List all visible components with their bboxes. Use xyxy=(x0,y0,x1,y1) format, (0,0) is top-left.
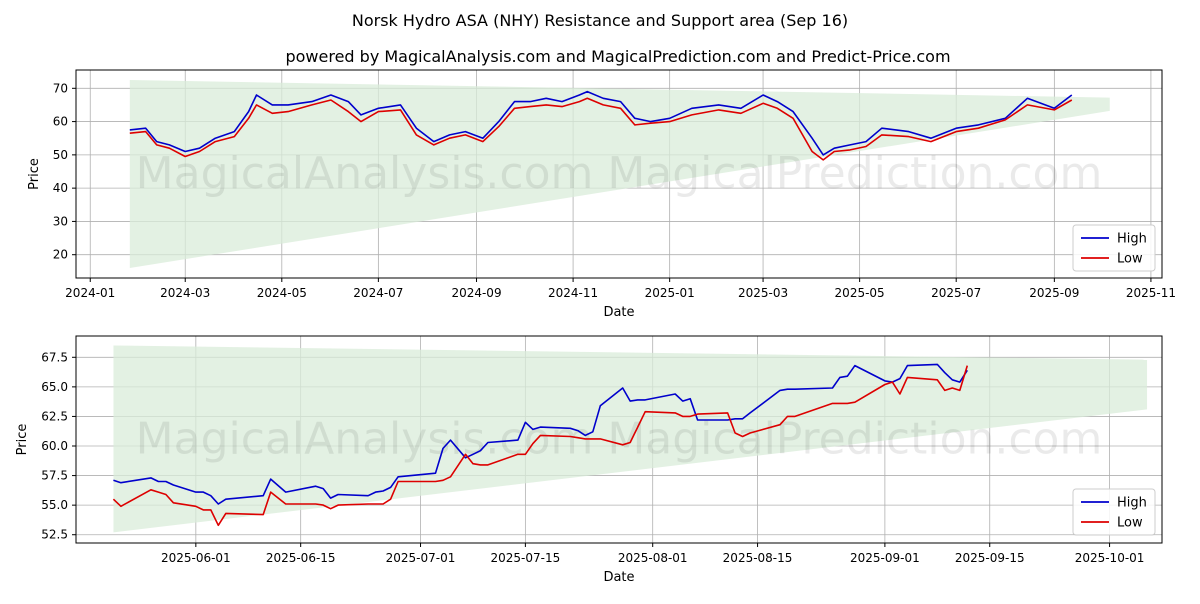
watermark-text: MagicalAnalysis.com MagicalPrediction.co… xyxy=(136,414,1103,465)
legend-box xyxy=(1072,488,1156,536)
chart-subtitle: powered by MagicalAnalysis.com and Magic… xyxy=(285,47,950,66)
y-tick-label: 30 xyxy=(53,214,68,228)
x-tick-label: 2024-01 xyxy=(65,286,115,300)
y-tick-label: 60 xyxy=(53,115,68,129)
y-tick-label: 40 xyxy=(53,181,68,195)
x-tick-label: 2025-08-01 xyxy=(618,551,688,565)
y-tick-label: 57.5 xyxy=(41,469,68,483)
x-tick-label: 2025-09-15 xyxy=(955,551,1025,565)
x-tick-label: 2024-09 xyxy=(451,286,501,300)
y-tick-label: 55.0 xyxy=(41,498,68,512)
x-tick-label: 2025-05 xyxy=(835,286,885,300)
x-tick-label: 2024-03 xyxy=(160,286,210,300)
x-tick-label: 2025-03 xyxy=(738,286,788,300)
y-tick-label: 62.5 xyxy=(41,409,68,423)
plot-frame xyxy=(75,69,1163,279)
x-tick-label: 2025-06-01 xyxy=(161,551,231,565)
y-tick-label: 65.0 xyxy=(41,380,68,394)
y-tick-label: 60.0 xyxy=(41,439,68,453)
bottom-chart-panel: MagicalAnalysis.com MagicalPrediction.co… xyxy=(15,335,1163,585)
x-tick-label: 2025-09 xyxy=(1029,286,1079,300)
y-tick-label: 50 xyxy=(53,148,68,162)
legend-label-high: High xyxy=(1117,232,1147,247)
x-axis-label: Date xyxy=(603,305,634,320)
top-chart-panel: MagicalAnalysis.com MagicalPrediction.co… xyxy=(27,69,1176,320)
chart-title: Norsk Hydro ASA (NHY) Resistance and Sup… xyxy=(352,11,848,30)
y-axis-label: Price xyxy=(15,424,30,456)
series-line-low xyxy=(112,365,969,527)
x-tick-label: 2025-10-01 xyxy=(1075,551,1145,565)
x-tick-label: 2025-06-15 xyxy=(266,551,336,565)
legend: High Low xyxy=(1072,224,1156,272)
legend-label-low: Low xyxy=(1117,252,1143,267)
x-tick-label: 2025-07 xyxy=(931,286,981,300)
y-tick-label: 70 xyxy=(53,81,68,95)
series-line-low xyxy=(129,97,1073,161)
y-tick-label: 52.5 xyxy=(41,528,68,542)
y-axis-label: Price xyxy=(27,158,42,190)
series-line-high xyxy=(129,90,1073,156)
x-axis-label: Date xyxy=(603,570,634,585)
x-tick-label: 2025-09-01 xyxy=(850,551,920,565)
legend: High Low xyxy=(1072,488,1156,536)
support-resistance-band xyxy=(129,79,1110,269)
x-tick-label: 2024-05 xyxy=(257,286,307,300)
series-line-high xyxy=(113,363,968,505)
x-tick-label: 2025-07-15 xyxy=(491,551,561,565)
x-tick-label: 2024-07 xyxy=(353,286,403,300)
legend-box xyxy=(1072,224,1156,272)
x-tick-label: 2025-08-15 xyxy=(723,551,793,565)
x-tick-label: 2025-07-01 xyxy=(386,551,456,565)
x-tick-label: 2025-11 xyxy=(1126,286,1176,300)
y-tick-label: 67.5 xyxy=(41,350,68,364)
legend-label-low: Low xyxy=(1117,516,1143,531)
x-tick-label: 2024-11 xyxy=(548,286,598,300)
y-tick-label: 20 xyxy=(53,248,68,262)
support-resistance-band xyxy=(113,345,1148,533)
watermark-text: MagicalAnalysis.com MagicalPrediction.co… xyxy=(136,148,1103,199)
legend-label-high: High xyxy=(1117,496,1147,511)
x-tick-label: 2025-01 xyxy=(645,286,695,300)
plot-frame xyxy=(75,335,1163,544)
